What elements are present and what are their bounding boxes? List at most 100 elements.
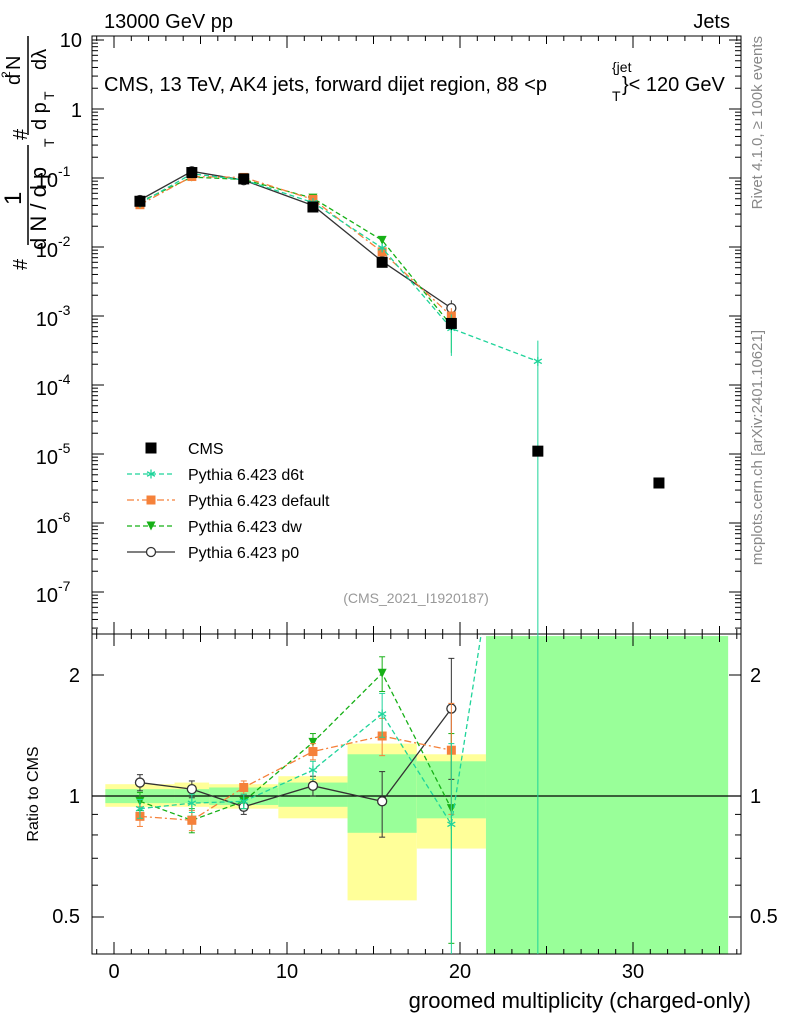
data-point (186, 167, 198, 179)
series-line (139, 170, 452, 309)
ratio-uncertainty-bands (105, 636, 729, 954)
legend-label: Pythia 6.423 d6t (188, 467, 304, 484)
x-tick-label: 0 (108, 961, 119, 983)
data-point (376, 256, 388, 268)
header-jets-label: Jets (693, 11, 730, 33)
svg-text:-7: -7 (58, 578, 71, 594)
data-point (135, 804, 145, 814)
data-point (134, 195, 146, 207)
ratio-series (134, 634, 539, 954)
data-point (447, 819, 456, 829)
y-label-dn-dpt: d N / d p (26, 167, 51, 250)
svg-text:10: 10 (36, 378, 58, 400)
series-cms (134, 167, 665, 489)
ratio-tick-label: 2 (69, 665, 80, 687)
rivet-version-label: Rivet 4.1.0, ≥ 100k events (749, 36, 766, 209)
data-point (532, 445, 544, 457)
series-pythia-6-423-p0 (134, 166, 457, 319)
x-tick-labels: 0 10 20 30 (108, 961, 644, 983)
mcplots-label: mcplots.cern.ch [arXiv:2401.10621] (749, 330, 766, 565)
svg-text:-6: -6 (58, 509, 71, 525)
data-point (308, 765, 318, 775)
ratio-y-axis-label: Ratio to CMS (25, 746, 42, 841)
data-point (239, 782, 249, 792)
svg-text:10: 10 (36, 585, 58, 607)
data-point (238, 173, 250, 185)
svg-text:10: 10 (36, 309, 58, 331)
plot-title-tail: }< 120 GeV (622, 74, 726, 96)
y-tick-label: 10 (60, 30, 82, 52)
series-pythia-6-423-d6t (135, 169, 543, 634)
ratio-tick-label: 1 (69, 786, 80, 808)
ratio-line (139, 735, 452, 821)
data-point (239, 796, 248, 806)
data-point (377, 235, 387, 245)
header-energy-label: 13000 GeV pp (104, 11, 233, 33)
svg-text:-1: -1 (58, 163, 71, 179)
y-label-dpt: d p (29, 102, 51, 130)
ratio-tick-label: 0.5 (750, 906, 778, 928)
legend-entry-pythia-6-423-d6t: Pythia 6.423 d6t (127, 467, 304, 484)
data-point (187, 798, 197, 808)
y-label-hash-2: # (10, 128, 32, 140)
x-axis-label: groomed multiplicity (charged-only) (409, 988, 751, 1013)
legend-label: Pythia 6.423 p0 (188, 545, 299, 562)
y-label-sub-t-2: T (41, 91, 57, 100)
data-point (377, 243, 387, 253)
svg-text:-3: -3 (58, 302, 71, 318)
data-point (533, 356, 543, 366)
y-label-d2n: N (3, 56, 25, 70)
y-tick-label: 10 -1 (36, 163, 71, 192)
data-point (377, 709, 387, 719)
main-y-axis-label: # 1 d N / d p T # N 2 d d p T dλ (0, 36, 57, 270)
data-point (377, 668, 387, 678)
data-point (134, 777, 146, 788)
data-point (307, 780, 319, 791)
svg-text:-2: -2 (58, 233, 71, 249)
data-point (187, 815, 197, 825)
data-point (145, 546, 157, 558)
svg-text:10: 10 (36, 516, 58, 538)
data-point (307, 201, 319, 213)
main-y-tick-labels: 10 1 10 -1 10 -2 10 -3 10 -4 10 -5 10 -6 10 -7 (36, 30, 82, 607)
y-tick-label: 10 -6 (36, 509, 71, 538)
y-tick-label: 10 -4 (36, 371, 71, 400)
svg-text:-4: -4 (58, 371, 71, 387)
plot-title-sub: T (612, 88, 621, 104)
legend-entry-pythia-6-423-dw: Pythia 6.423 dw (127, 519, 302, 536)
svg-text:10: 10 (36, 447, 58, 469)
ratio-plot-frame (91, 633, 742, 955)
ratio-tick-label: 1 (750, 786, 761, 808)
y-label-dlambda: dλ (29, 49, 51, 70)
y-label-d: d (3, 74, 25, 85)
stat-uncertainty-band (485, 636, 729, 954)
data-point (445, 317, 457, 329)
ratio-line (139, 708, 452, 808)
y-tick-label: 10 -2 (36, 233, 71, 262)
main-series (134, 166, 665, 634)
data-point (186, 784, 198, 795)
plot-title: CMS, 13 TeV, AK4 jets, forward dijet reg… (104, 59, 726, 104)
legend-label: Pythia 6.423 dw (188, 519, 302, 536)
series-line (139, 176, 452, 326)
ratio-tick-label: 2 (750, 665, 761, 687)
legend-entry-pythia-6-423-p0: Pythia 6.423 p0 (127, 545, 299, 562)
analysis-tag: (CMS_2021_I1920187) (343, 590, 489, 606)
data-point (308, 747, 318, 757)
y-tick-label: 10 -3 (36, 302, 71, 331)
ratio-tick-label: 0.5 (52, 906, 80, 928)
legend: CMS Pythia 6.423 d6t Pythia 6.423 default P… (127, 441, 330, 562)
x-tick-label: 10 (276, 961, 298, 983)
ratio-line (139, 672, 452, 822)
x-tick-label: 20 (449, 961, 471, 983)
data-point (308, 737, 318, 747)
data-point (146, 469, 156, 479)
y-tick-label: 10 -7 (36, 578, 71, 607)
svg-text:10: 10 (36, 170, 58, 192)
axis-ticks (92, 36, 741, 954)
y-label-sub-t-1: T (41, 138, 57, 147)
plot-title-sup: {jet (612, 59, 632, 75)
legend-label: CMS (188, 441, 224, 458)
legend-entry-cms: CMS (145, 441, 224, 458)
